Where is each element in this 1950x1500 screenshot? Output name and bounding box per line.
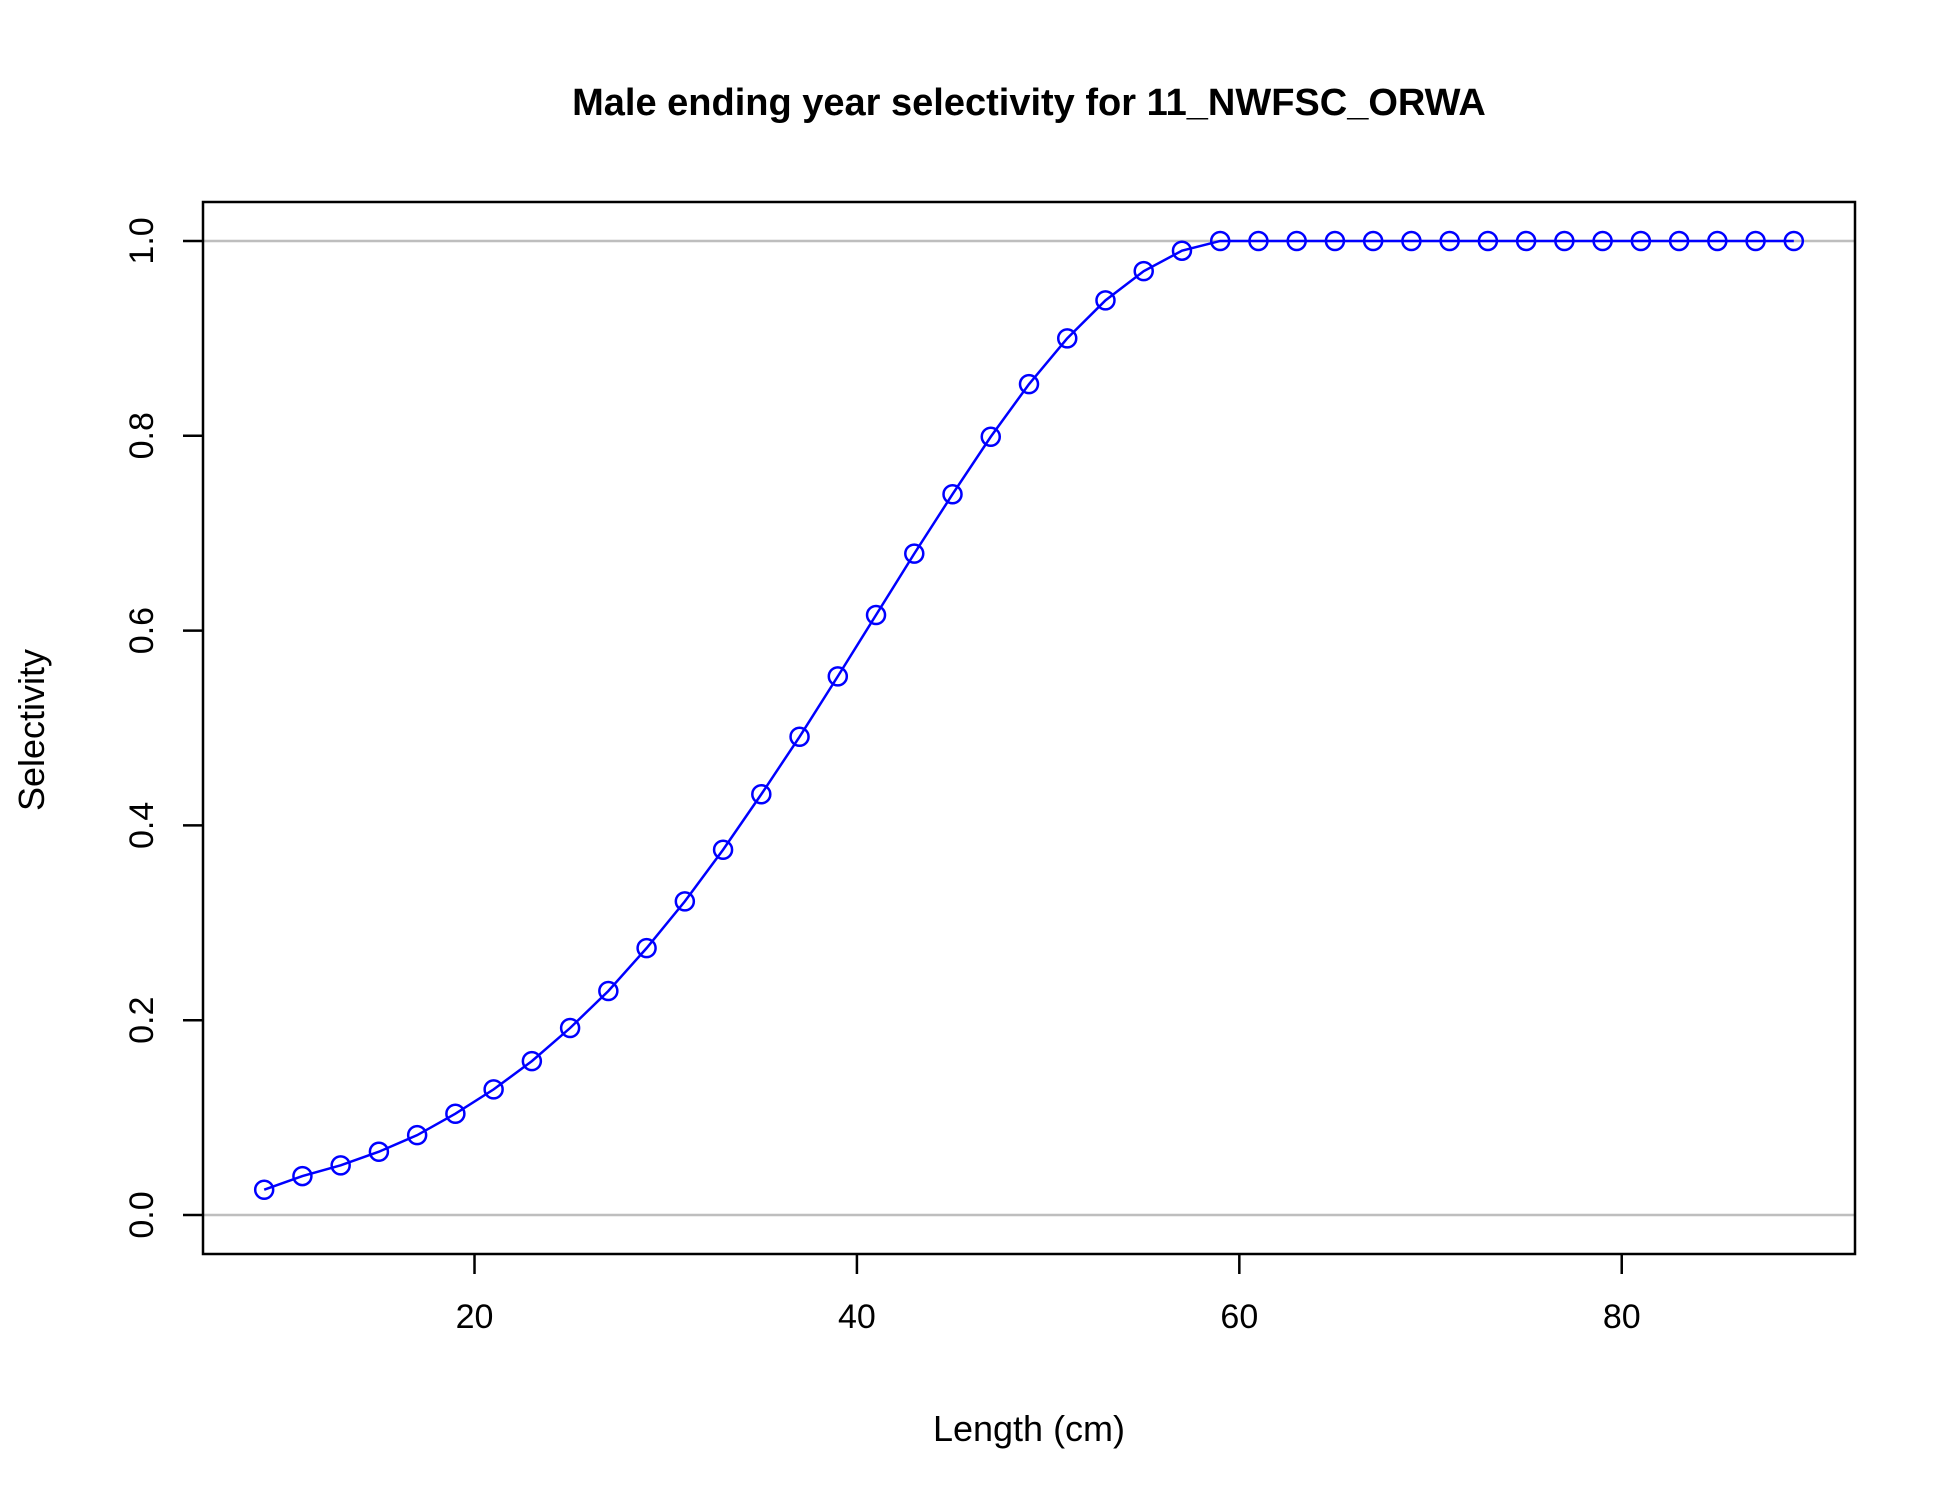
x-tick-label: 60 [1220,1298,1258,1336]
data-point [980,426,1002,448]
data-point [1439,230,1460,252]
x-axis-label: Length (cm) [933,1408,1125,1449]
data-point [1630,230,1652,252]
data-point [1133,260,1154,282]
x-axis: 20 40 60 80 [456,1254,1641,1336]
y-tick-label: 0.2 [123,997,161,1044]
data-point [1209,230,1231,252]
data-point [483,1079,504,1100]
data-point [1248,230,1269,252]
x-tick-label: 20 [456,1298,494,1336]
data-point [1783,230,1805,252]
data-point [1554,230,1575,252]
data-point [330,1155,351,1176]
data-point [1592,230,1613,252]
data-point [1477,230,1499,252]
data-point [751,783,772,805]
data-point [1324,230,1346,252]
data-point [1018,373,1040,395]
y-tick-label: 0.6 [123,607,161,654]
y-tick-label: 0.0 [123,1191,161,1238]
data-point [942,483,963,505]
data-point [865,604,887,626]
x-tick-label: 40 [838,1298,876,1336]
chart-title: Male ending year selectivity for 11_NWFS… [572,82,1486,124]
data-point [1095,290,1116,311]
data-point [368,1141,390,1162]
data-point [712,839,734,861]
y-tick-label: 0.4 [123,802,161,849]
data-point [1401,230,1422,252]
x-tick-label: 80 [1603,1298,1641,1336]
reference-lines [203,239,1855,1217]
data-point [789,726,810,748]
data-point [598,980,619,1002]
data-point [1171,240,1193,261]
data-point [406,1124,428,1146]
data-point [1668,230,1690,252]
data-point [636,937,657,959]
data-point [1515,230,1537,252]
data-point [1707,230,1728,252]
y-axis-label: Selectivity [11,649,52,811]
data-point [827,666,849,687]
data-point [904,543,925,564]
data-point [253,1179,275,1200]
series-layer [253,230,1805,1200]
data-point [1056,328,1078,349]
data-point [674,891,696,912]
data-point [1745,230,1766,252]
data-point [292,1165,313,1187]
data-point [445,1103,466,1124]
y-tick-label: 0.8 [123,412,161,459]
y-tick-label: 1.0 [123,217,161,264]
series-line [263,239,1794,1191]
plot-frame [201,200,1857,1256]
data-point [521,1050,543,1072]
data-point [1362,230,1384,252]
y-axis: 0.0 0.2 0.4 0.6 0.8 1.0 [123,217,203,1239]
data-point [1286,230,1307,252]
data-point [559,1017,581,1039]
